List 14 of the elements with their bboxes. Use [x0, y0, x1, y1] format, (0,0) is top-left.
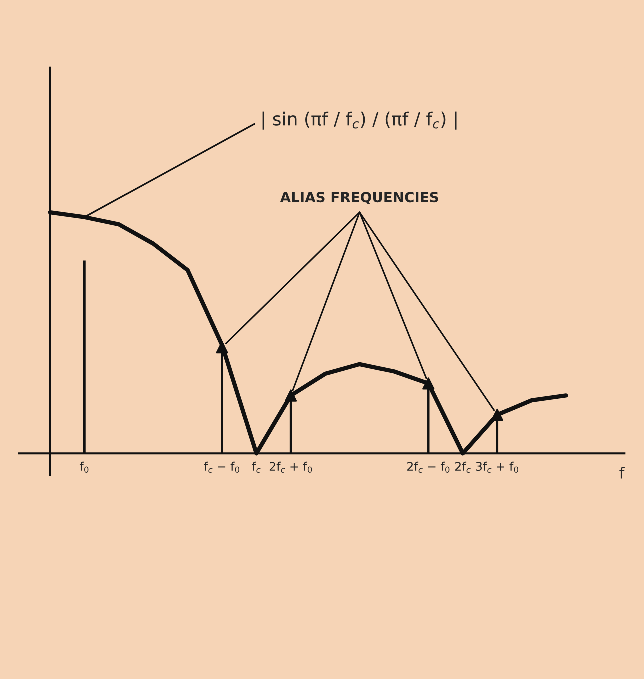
point: [422, 378, 435, 390]
text: ALIAS FREQUENCIES: [280, 192, 438, 204]
x-axis-title: f: [620, 467, 625, 479]
annotation: | sin (πf / f$_{c}$) / (πf / f$_{c}$) |: [262, 112, 457, 130]
x-tick-label: f$_{0}$: [80, 462, 89, 473]
point: [491, 408, 504, 422]
x-tick-label: f$_{c}$ − f$_{0}$: [204, 462, 240, 473]
x-tick-label: 2f$_{c}$ − f$_{0}$: [408, 462, 450, 473]
point: [284, 390, 298, 402]
x-tick-label: 2f$_{c}$: [456, 462, 471, 473]
x-tick-label: f$_{c}$: [252, 462, 261, 473]
point: [216, 341, 228, 354]
x-tick-label: 2f$_{c}$ + f$_{0}$: [270, 462, 312, 473]
x-tick-label: 3f$_{c}$ + f$_{0}$: [476, 462, 518, 473]
